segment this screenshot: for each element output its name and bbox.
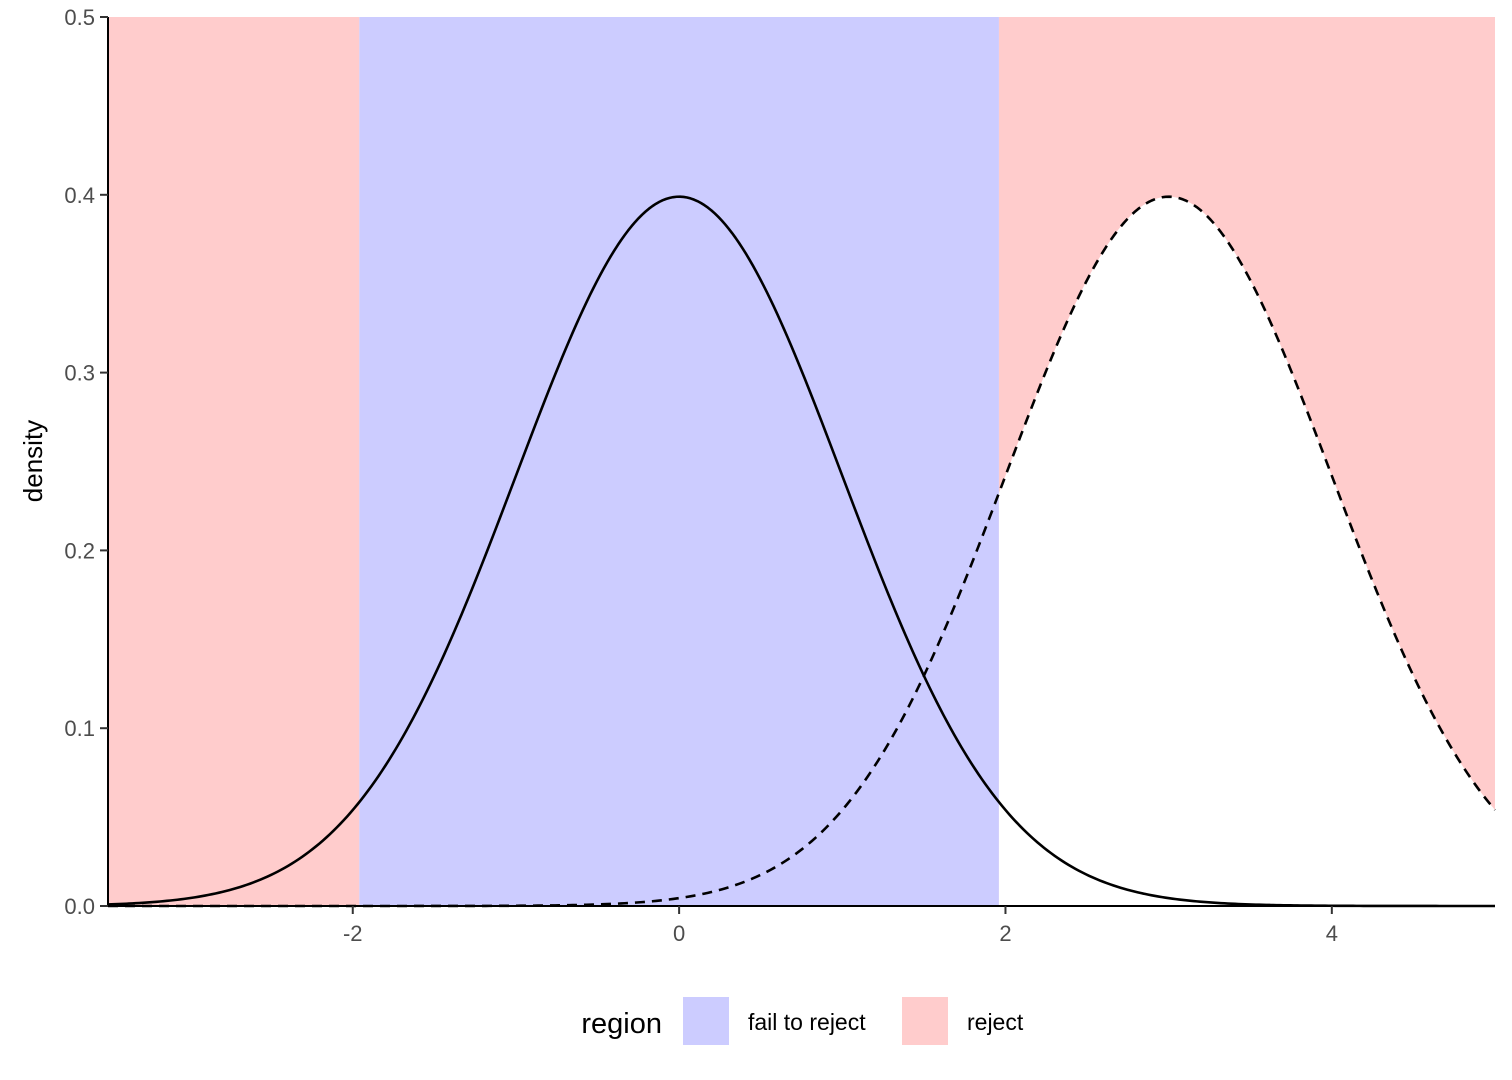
x-tick-label: 4 [1326, 921, 1338, 946]
y-axis-title: density [18, 420, 48, 502]
legend: region fail to reject reject [581, 997, 1024, 1045]
y-tick-label: 0.2 [64, 538, 95, 563]
axes [107, 17, 1495, 907]
tick-marks: -2 0 2 4 0.0 0.1 0.2 0.3 0.4 0.5 [64, 5, 1338, 946]
region-fills [108, 17, 1495, 906]
region-fill-reject-0 [108, 17, 360, 906]
y-tick-label: 0.3 [64, 361, 95, 386]
power-area-white [998, 196, 1495, 906]
density-curves [107, 195, 1496, 908]
region-fill-fail-to-reject-1 [359, 17, 999, 906]
null-density-curve [107, 195, 1495, 908]
y-tick-label: 0.4 [64, 183, 95, 208]
legend-title: region [581, 1008, 662, 1040]
y-tick-label: 0.5 [64, 5, 95, 30]
x-tick-label: -2 [343, 921, 363, 946]
y-tick-label: 0.0 [64, 894, 95, 919]
legend-key-reject [902, 997, 948, 1045]
alternative-density-curve [108, 195, 1496, 908]
legend-key-fail-to-reject [683, 997, 729, 1045]
x-tick-label: 2 [999, 921, 1011, 946]
y-tick-label: 0.1 [64, 716, 95, 741]
x-tick-label: 0 [673, 921, 685, 946]
legend-label: fail to reject [748, 1009, 866, 1035]
legend-label: reject [967, 1009, 1024, 1035]
